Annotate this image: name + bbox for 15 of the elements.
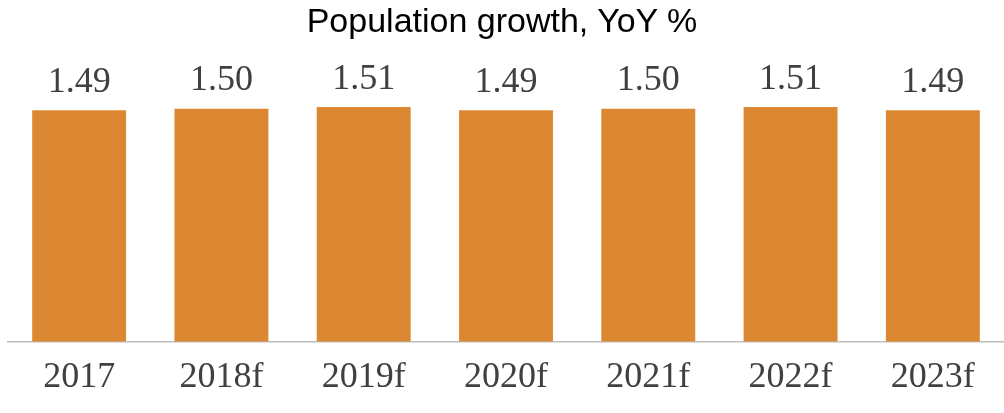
data-label: 1.49 (901, 59, 965, 100)
x-tick-label: 2020f (464, 354, 548, 395)
x-tick-label: 2022f (748, 354, 833, 395)
data-label: 1.50 (616, 58, 680, 99)
x-tick-label: 2019f (321, 354, 406, 395)
data-label: 1.51 (759, 56, 823, 97)
data-label: 1.51 (332, 56, 396, 97)
data-label: 1.49 (474, 59, 538, 100)
data-label: 1.50 (189, 58, 253, 99)
data-label: 1.49 (47, 59, 111, 100)
x-tick-label: 2023f (890, 354, 975, 395)
x-tick-label: 2018f (179, 354, 264, 395)
x-tick-label: 2017 (43, 354, 116, 395)
chart-title: Population growth, YoY % (306, 0, 698, 39)
x-tick-label: 2021f (606, 354, 691, 395)
